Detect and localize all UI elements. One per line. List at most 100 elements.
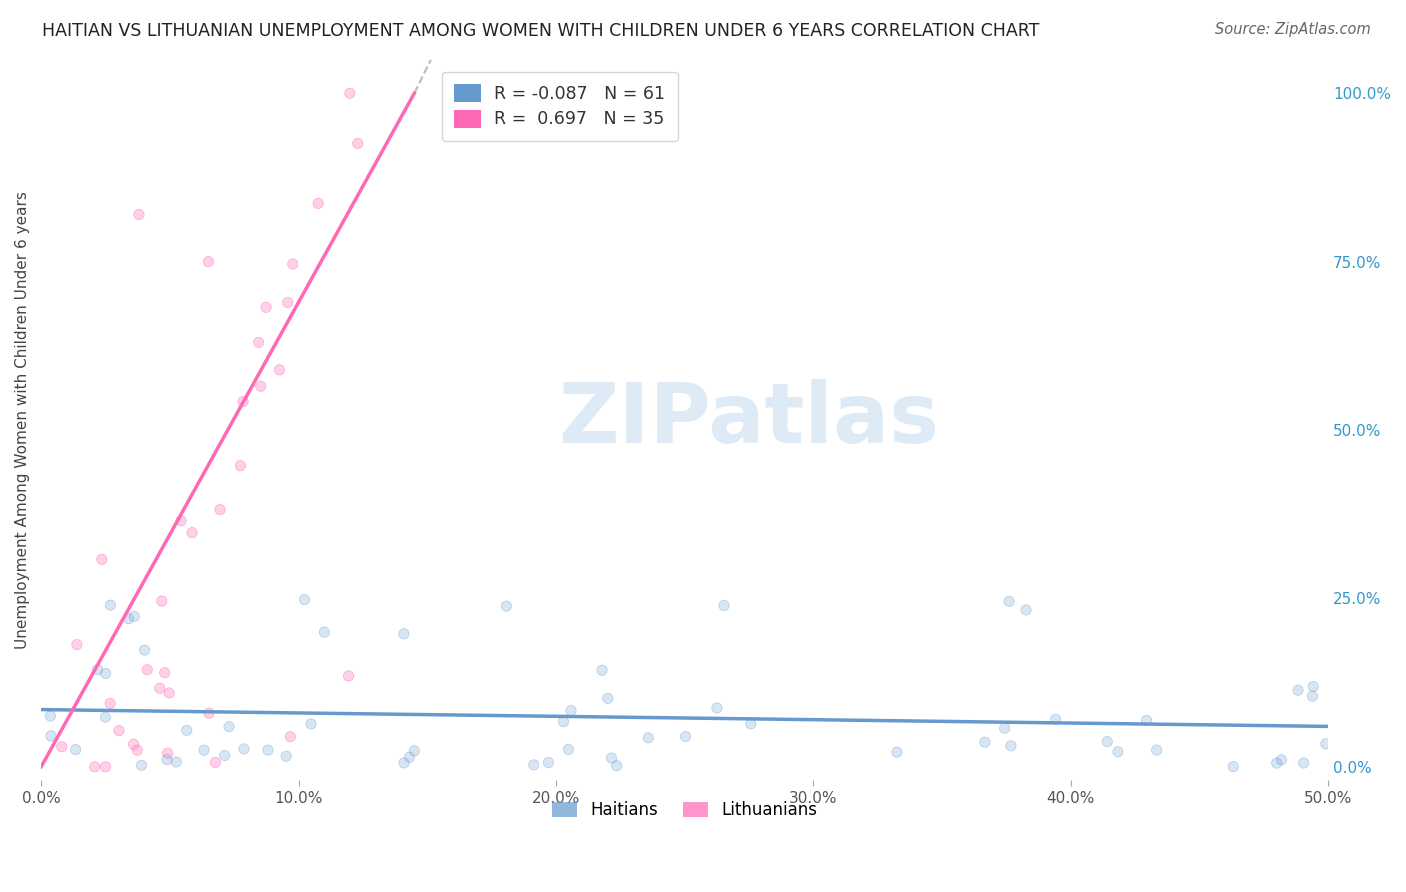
Point: [94, 710, 117, 724]
Point: [229, 458, 252, 473]
Point: [157, 686, 180, 700]
Point: [339, 87, 361, 101]
Point: [740, 717, 762, 731]
Point: [232, 394, 254, 409]
Point: [128, 207, 150, 221]
Point: [392, 627, 415, 641]
Point: [218, 720, 240, 734]
Point: [1315, 737, 1337, 751]
Point: [1286, 683, 1309, 698]
Point: [1265, 756, 1288, 771]
Point: [1301, 689, 1323, 703]
Point: [136, 663, 159, 677]
Point: [156, 753, 179, 767]
Point: [254, 300, 277, 314]
Point: [276, 749, 298, 764]
Point: [280, 730, 302, 744]
Point: [1292, 756, 1315, 770]
Point: [94, 760, 117, 774]
Point: [392, 627, 415, 641]
Point: [1107, 745, 1129, 759]
Point: [249, 379, 271, 393]
Point: [98, 697, 121, 711]
Point: [998, 594, 1021, 608]
Point: [108, 723, 131, 738]
Point: [337, 669, 360, 683]
Point: [39, 729, 62, 743]
Point: [94, 666, 117, 681]
Point: [66, 638, 89, 652]
Point: [1015, 603, 1038, 617]
Point: [247, 335, 270, 350]
Point: [1045, 712, 1067, 726]
Point: [886, 745, 908, 759]
Point: [1222, 759, 1244, 773]
Point: [1302, 680, 1324, 694]
Point: [537, 756, 560, 770]
Point: [150, 594, 173, 608]
Point: [233, 742, 256, 756]
Point: [254, 300, 277, 314]
Point: [165, 755, 187, 769]
Point: [600, 751, 623, 765]
Point: [713, 599, 735, 613]
Point: [346, 136, 368, 151]
Point: [1301, 689, 1323, 703]
Point: [1286, 683, 1309, 698]
Point: [337, 669, 360, 683]
Point: [299, 717, 322, 731]
Point: [127, 743, 149, 757]
Point: [39, 729, 62, 743]
Point: [596, 691, 619, 706]
Point: [398, 750, 420, 764]
Point: [269, 363, 291, 377]
Point: [122, 737, 145, 751]
Point: [998, 594, 1021, 608]
Point: [51, 739, 73, 754]
Point: [153, 665, 176, 680]
Point: [314, 625, 336, 640]
Point: [740, 717, 762, 731]
Point: [165, 755, 187, 769]
Text: HAITIAN VS LITHUANIAN UNEMPLOYMENT AMONG WOMEN WITH CHILDREN UNDER 6 YEARS CORRE: HAITIAN VS LITHUANIAN UNEMPLOYMENT AMONG…: [42, 22, 1039, 40]
Point: [94, 666, 117, 681]
Point: [98, 697, 121, 711]
Point: [276, 749, 298, 764]
Point: [197, 254, 219, 268]
Point: [198, 706, 221, 721]
Point: [257, 743, 280, 757]
Point: [591, 663, 613, 677]
Point: [39, 709, 62, 723]
Point: [204, 756, 226, 770]
Point: [233, 742, 256, 756]
Point: [100, 598, 122, 612]
Point: [277, 295, 299, 310]
Point: [1302, 680, 1324, 694]
Point: [122, 737, 145, 751]
Point: [39, 709, 62, 723]
Point: [1270, 753, 1292, 767]
Point: [600, 751, 623, 765]
Point: [523, 758, 546, 772]
Point: [214, 748, 236, 763]
Point: [83, 760, 105, 774]
Point: [149, 681, 172, 696]
Point: [156, 746, 179, 760]
Point: [281, 257, 304, 271]
Point: [269, 363, 291, 377]
Point: [404, 744, 426, 758]
Point: [299, 717, 322, 731]
Point: [994, 722, 1017, 736]
Point: [1000, 739, 1022, 753]
Point: [294, 592, 316, 607]
Point: [100, 598, 122, 612]
Point: [131, 758, 153, 772]
Point: [214, 748, 236, 763]
Text: Source: ZipAtlas.com: Source: ZipAtlas.com: [1215, 22, 1371, 37]
Point: [51, 739, 73, 754]
Point: [198, 706, 221, 721]
Point: [122, 609, 145, 624]
Point: [117, 612, 139, 626]
Point: [591, 663, 613, 677]
Point: [974, 735, 997, 749]
